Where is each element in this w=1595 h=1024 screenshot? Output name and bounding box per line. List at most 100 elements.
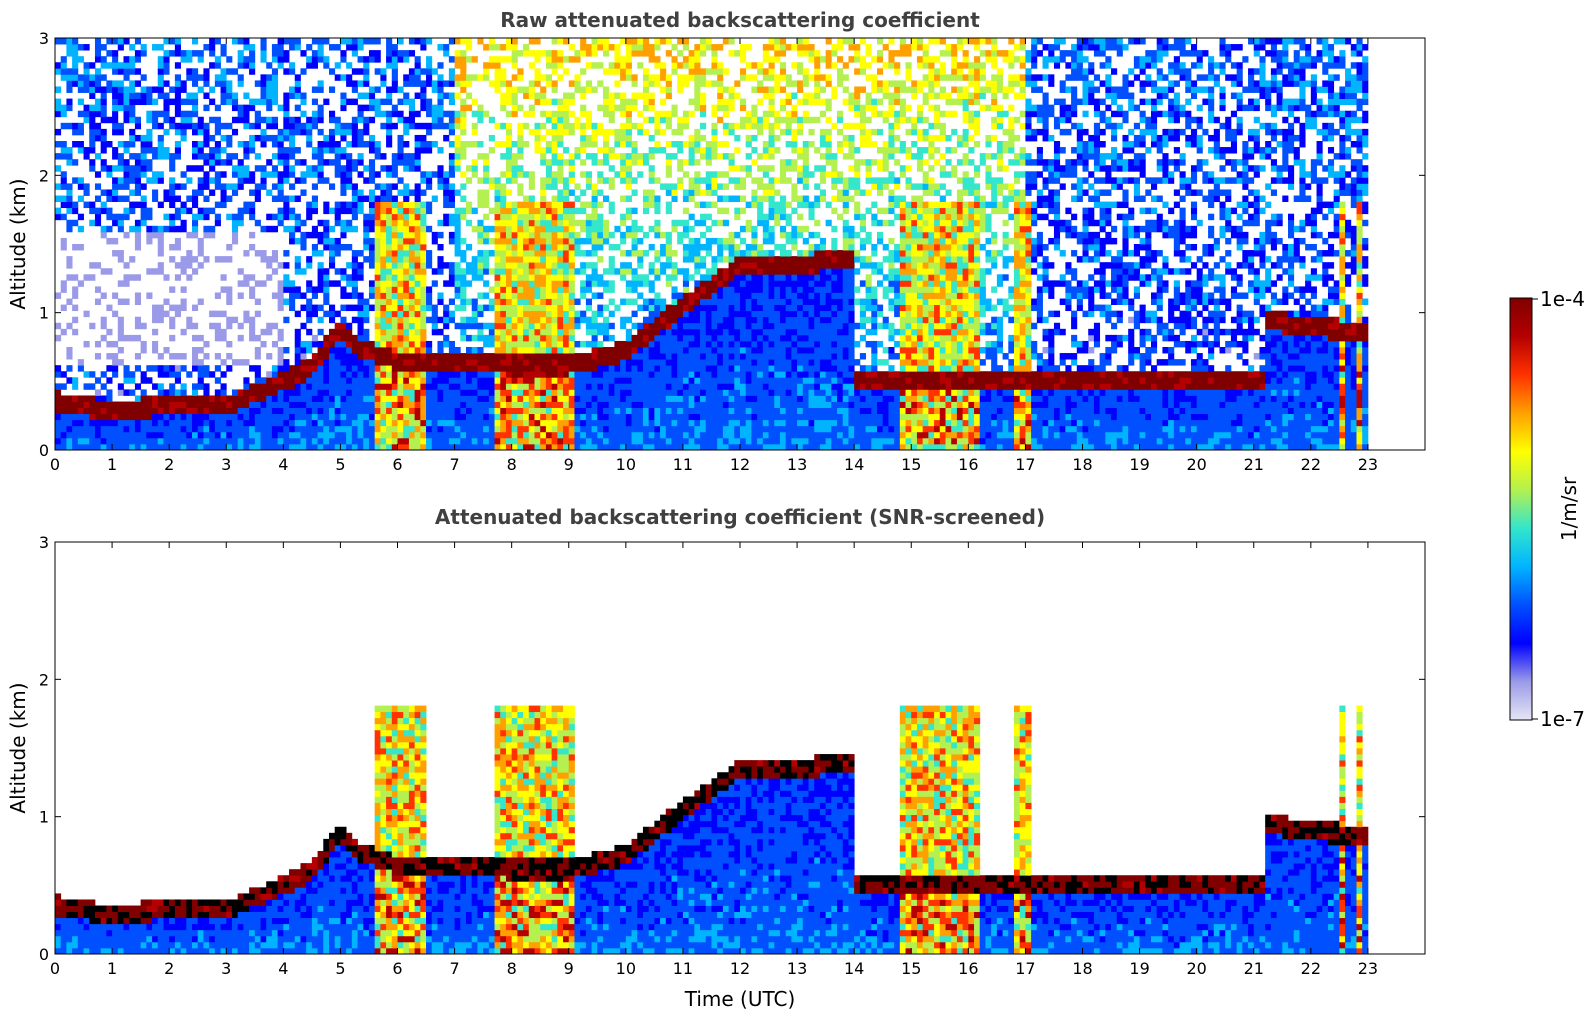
heatmap-cell	[523, 298, 530, 305]
heatmap-cell	[60, 431, 67, 439]
heatmap-cell	[568, 286, 575, 293]
heatmap-cell	[431, 322, 438, 330]
heatmap-cell	[226, 419, 233, 427]
heatmap-cell	[477, 104, 484, 112]
heatmap-cell	[214, 443, 221, 450]
heatmap-cell	[163, 310, 170, 318]
heatmap-cell	[368, 395, 376, 402]
heatmap-cell	[563, 231, 570, 239]
heatmap-cell	[545, 165, 553, 172]
heatmap-cell	[568, 262, 575, 269]
heatmap-cell	[677, 431, 684, 439]
heatmap-cell	[174, 207, 181, 215]
heatmap-cell	[231, 183, 239, 190]
heatmap-cell	[682, 268, 690, 275]
heatmap-cell	[72, 401, 79, 408]
heatmap-cell	[677, 371, 684, 378]
heatmap-cell	[437, 80, 444, 87]
heatmap-cell	[551, 68, 558, 75]
heatmap-cell	[289, 395, 296, 402]
heatmap-cell	[180, 298, 187, 305]
heatmap-cell	[363, 347, 370, 354]
heatmap-cell	[351, 183, 358, 190]
heatmap-cell	[568, 437, 575, 445]
heatmap-cell	[220, 274, 227, 281]
heatmap-cell	[106, 328, 113, 336]
heatmap-cell	[334, 334, 341, 342]
heatmap-cell	[306, 328, 313, 336]
heatmap-cell	[203, 383, 210, 390]
heatmap-cell	[66, 425, 73, 433]
heatmap-cell	[363, 359, 370, 366]
heatmap-cell	[614, 141, 621, 148]
heatmap-cell	[494, 298, 501, 305]
heatmap-cell	[460, 268, 467, 275]
heatmap-cell	[209, 134, 216, 142]
heatmap-cell	[494, 177, 501, 184]
heatmap-cell	[660, 110, 667, 118]
heatmap-cell	[603, 316, 610, 324]
heatmap-cell	[528, 365, 535, 372]
heatmap-cell	[351, 304, 358, 312]
heatmap-cell	[682, 195, 690, 202]
heatmap-cell	[523, 334, 530, 342]
heatmap-cell	[637, 371, 644, 378]
heatmap-cell	[334, 389, 341, 396]
heatmap-cell	[660, 389, 667, 396]
heatmap-cell	[631, 425, 638, 433]
heatmap-cell	[380, 377, 387, 384]
heatmap-cell	[454, 268, 461, 275]
heatmap-cell	[631, 231, 638, 239]
heatmap-cell	[157, 237, 164, 245]
heatmap-cell	[83, 110, 90, 118]
heatmap-cell	[568, 443, 575, 450]
heatmap-cell	[700, 316, 707, 324]
heatmap-cell	[631, 437, 638, 445]
heatmap-cell	[700, 419, 707, 427]
heatmap-cell	[408, 110, 416, 118]
heatmap-cell	[374, 334, 381, 342]
heatmap-cell	[408, 201, 416, 209]
heatmap-cell	[180, 183, 187, 190]
heatmap-cell	[563, 407, 570, 415]
heatmap-cell	[300, 177, 307, 184]
heatmap-cell	[500, 231, 507, 239]
heatmap-cell	[574, 322, 581, 330]
heatmap-cell	[397, 425, 404, 433]
heatmap-cell	[631, 153, 638, 160]
heatmap-cell	[494, 328, 501, 336]
heatmap-cell	[231, 431, 239, 439]
heatmap-cell	[597, 322, 604, 330]
heatmap-cell	[271, 377, 279, 384]
heatmap-cell	[368, 225, 376, 233]
heatmap-cell	[471, 431, 478, 439]
heatmap-cell	[494, 413, 501, 421]
heatmap-cell	[414, 328, 421, 336]
heatmap-cell	[631, 383, 638, 390]
heatmap-cell	[203, 425, 210, 433]
heatmap-cell	[209, 147, 216, 154]
heatmap-cell	[351, 98, 358, 106]
heatmap-cell	[471, 443, 478, 450]
heatmap-cell	[140, 401, 147, 408]
heatmap-cell	[694, 183, 701, 190]
heatmap-cell	[386, 310, 393, 318]
heatmap-cell	[637, 62, 644, 69]
heatmap-cell	[123, 298, 130, 305]
heatmap-cell	[551, 443, 558, 450]
heatmap-cell	[391, 159, 398, 166]
heatmap-cell	[408, 98, 416, 106]
heatmap-cell	[300, 407, 307, 415]
heatmap-cell	[231, 213, 239, 221]
heatmap-cell	[386, 262, 393, 269]
heatmap-cell	[117, 437, 124, 445]
heatmap-cell	[397, 365, 404, 372]
heatmap-cell	[603, 159, 610, 166]
heatmap-cell	[380, 244, 387, 251]
heatmap-cell	[368, 86, 376, 93]
heatmap-cell	[209, 62, 216, 69]
heatmap-cell	[631, 389, 638, 396]
heatmap-cell	[323, 365, 330, 372]
heatmap-cell	[505, 316, 513, 324]
heatmap-cell	[157, 74, 164, 81]
